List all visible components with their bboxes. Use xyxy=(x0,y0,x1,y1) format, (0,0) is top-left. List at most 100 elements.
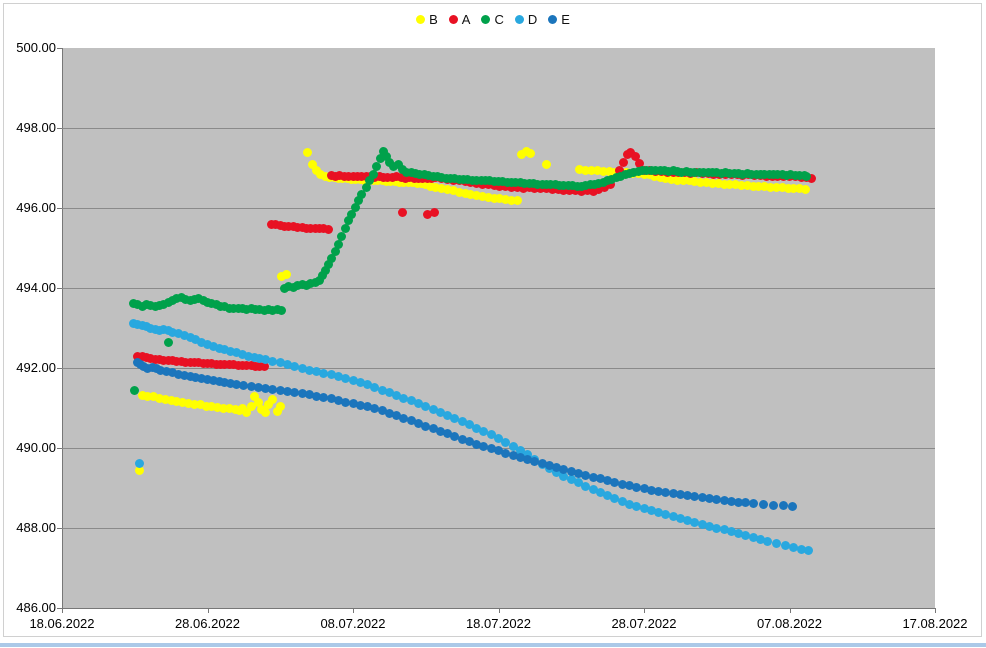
data-point-d xyxy=(479,426,489,436)
data-point-d xyxy=(261,355,271,365)
legend-label-d: D xyxy=(527,12,538,27)
data-point-b xyxy=(312,165,322,175)
data-point-c xyxy=(315,275,325,285)
data-point-d xyxy=(355,377,365,387)
legend-marker-d-icon xyxy=(514,15,524,24)
data-point-e xyxy=(326,394,336,404)
data-point-d xyxy=(654,507,664,517)
data-point-d xyxy=(370,382,380,392)
data-point-e xyxy=(581,470,591,480)
data-point-e xyxy=(479,441,489,451)
data-point-e xyxy=(348,399,358,409)
data-point-d xyxy=(428,404,438,414)
y-axis-tick xyxy=(57,208,62,209)
data-point-e xyxy=(741,498,751,508)
data-point-d xyxy=(333,371,343,381)
x-axis-label: 07.08.2022 xyxy=(756,616,823,631)
data-point-b xyxy=(661,173,671,183)
data-point-b xyxy=(581,165,591,175)
data-point-d xyxy=(134,458,144,468)
data-point-b xyxy=(777,183,787,193)
data-point-e xyxy=(494,446,503,456)
data-point-b xyxy=(795,184,805,194)
data-point-b xyxy=(303,148,313,158)
data-point-e xyxy=(443,429,453,439)
data-point-e xyxy=(304,390,314,400)
legend-item-b: B xyxy=(416,12,438,27)
data-point-d xyxy=(191,335,201,345)
data-point-e xyxy=(450,431,460,441)
data-point-e xyxy=(624,481,634,491)
legend-item-e: E xyxy=(548,12,570,27)
chart-legend: B A C D E xyxy=(0,12,986,27)
data-point-a xyxy=(576,186,586,196)
data-point-b xyxy=(592,166,602,176)
x-axis-tick xyxy=(353,608,354,613)
data-point-d xyxy=(796,544,806,554)
data-point-d xyxy=(789,543,799,553)
data-point-e xyxy=(435,426,445,436)
y-axis-label: 494.00 xyxy=(16,280,56,295)
data-point-d xyxy=(610,493,620,503)
data-point-e xyxy=(226,378,236,388)
data-point-d xyxy=(312,367,322,377)
data-point-b xyxy=(224,404,234,414)
data-point-e xyxy=(734,497,744,507)
data-point-c xyxy=(381,151,391,161)
data-point-b xyxy=(477,191,487,201)
data-point-b xyxy=(736,180,746,190)
data-point-d xyxy=(697,519,707,529)
data-point-e xyxy=(712,495,722,505)
data-point-b xyxy=(789,183,799,193)
data-point-e xyxy=(185,371,195,381)
data-point-e xyxy=(574,468,584,478)
data-point-d xyxy=(574,478,584,488)
data-point-d xyxy=(683,515,693,525)
data-point-d xyxy=(494,433,503,443)
data-point-b xyxy=(604,167,614,177)
data-point-b xyxy=(448,186,458,196)
x-axis-label: 28.07.2022 xyxy=(611,616,677,631)
data-point-b xyxy=(454,187,464,197)
data-point-a xyxy=(635,158,645,168)
data-point-a xyxy=(559,185,569,195)
data-point-d xyxy=(203,339,212,349)
data-point-e xyxy=(421,421,431,431)
data-point-c xyxy=(323,259,333,269)
data-point-e xyxy=(787,501,797,511)
y-axis-label: 486.00 xyxy=(16,600,56,615)
data-point-c xyxy=(376,153,386,163)
data-point-a xyxy=(507,182,517,192)
data-point-b xyxy=(587,165,597,175)
x-axis-tick xyxy=(789,608,791,613)
data-point-b xyxy=(495,194,505,204)
data-point-b xyxy=(307,159,317,169)
data-point-e xyxy=(220,377,230,387)
data-point-e xyxy=(203,374,212,384)
data-point-b xyxy=(707,178,717,188)
data-point-e xyxy=(173,369,183,379)
data-point-b xyxy=(742,181,752,191)
data-point-d xyxy=(486,430,496,440)
x-axis-tick xyxy=(62,608,63,613)
data-point-e xyxy=(156,365,166,375)
data-point-e xyxy=(566,466,576,476)
legend-label-a: A xyxy=(461,12,471,27)
data-point-b xyxy=(766,182,776,192)
data-point-d xyxy=(523,449,533,459)
data-point-d xyxy=(168,327,178,337)
data-point-e xyxy=(588,472,598,482)
data-point-e xyxy=(179,370,189,380)
data-point-c xyxy=(351,202,361,212)
data-point-e xyxy=(464,437,474,447)
data-point-d xyxy=(646,505,656,515)
data-point-e xyxy=(559,464,569,474)
data-point-e xyxy=(508,450,518,460)
data-point-d xyxy=(501,437,511,447)
data-point-c xyxy=(371,161,381,171)
data-point-e xyxy=(758,499,768,509)
data-point-d xyxy=(399,393,409,403)
data-point-b xyxy=(684,176,694,186)
data-point-d xyxy=(780,541,790,551)
